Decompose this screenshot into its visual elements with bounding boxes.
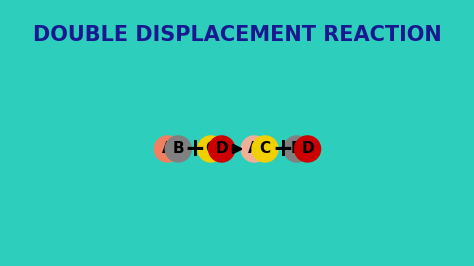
Text: +: + (184, 137, 205, 161)
Text: B: B (173, 142, 184, 156)
Circle shape (294, 136, 320, 162)
Circle shape (165, 136, 191, 162)
Circle shape (209, 136, 235, 162)
Circle shape (283, 136, 310, 162)
Text: C: C (259, 142, 271, 156)
Text: B: B (291, 142, 302, 156)
Circle shape (241, 136, 267, 162)
Circle shape (198, 136, 224, 162)
Circle shape (252, 136, 278, 162)
Text: DOUBLE DISPLACEMENT REACTION: DOUBLE DISPLACEMENT REACTION (33, 24, 441, 45)
Text: D: D (301, 142, 314, 156)
Text: A: A (248, 142, 260, 156)
Circle shape (155, 136, 181, 162)
Text: +: + (273, 137, 293, 161)
Text: D: D (215, 142, 228, 156)
Text: C: C (205, 142, 216, 156)
Text: A: A (162, 142, 173, 156)
